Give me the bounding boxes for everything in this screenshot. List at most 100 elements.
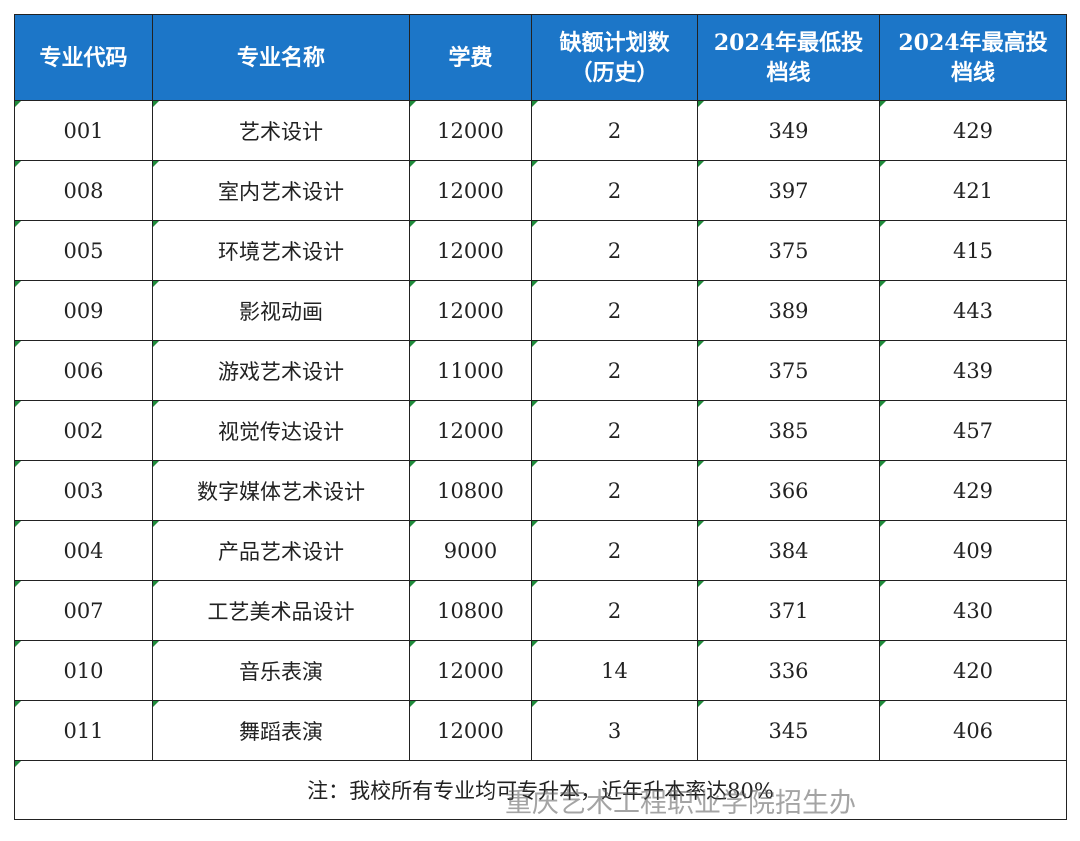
table-cell: 2 bbox=[531, 280, 698, 341]
table-cell: 010 bbox=[14, 640, 153, 701]
table-row: 009 影视动画 12000 2 389 443 bbox=[14, 280, 1067, 341]
table-cell: 2 bbox=[531, 520, 698, 581]
table-cell: 430 bbox=[879, 580, 1067, 641]
table-cell: 3 bbox=[531, 700, 698, 761]
table-cell: 12000 bbox=[409, 280, 532, 341]
table-cell: 工艺美术品设计 bbox=[152, 580, 410, 641]
table-cell: 443 bbox=[879, 280, 1067, 341]
table-cell: 371 bbox=[697, 580, 880, 641]
table-cell: 环境艺术设计 bbox=[152, 220, 410, 281]
header-row: 专业代码 专业名称 学费 缺额计划数 （历史） 2024年最低投 档线 2024年最高投 档线 bbox=[14, 14, 1067, 101]
table-row: 005 环境艺术设计 12000 2 375 415 bbox=[14, 220, 1067, 281]
table-cell: 12000 bbox=[409, 700, 532, 761]
table-cell: 产品艺术设计 bbox=[152, 520, 410, 581]
table-cell: 2 bbox=[531, 460, 698, 521]
table-cell: 艺术设计 bbox=[152, 100, 410, 161]
table-cell: 420 bbox=[879, 640, 1067, 701]
table-cell: 数字媒体艺术设计 bbox=[152, 460, 410, 521]
table-cell: 389 bbox=[697, 280, 880, 341]
table-cell: 409 bbox=[879, 520, 1067, 581]
header-cell: 缺额计划数 （历史） bbox=[531, 14, 698, 101]
table-body: 001 艺术设计 12000 2 349 429 008 室内艺术设计 12000 2 397 421… bbox=[14, 100, 1067, 820]
table-cell: 007 bbox=[14, 580, 153, 641]
table-row: 011 舞蹈表演 12000 3 345 406 bbox=[14, 700, 1067, 761]
table-cell: 2 bbox=[531, 160, 698, 221]
table-cell: 音乐表演 bbox=[152, 640, 410, 701]
header-line: 专业名称 bbox=[236, 44, 325, 71]
table-cell: 006 bbox=[14, 340, 153, 401]
header-line: 档线 bbox=[766, 59, 811, 86]
table-row: 007 工艺美术品设计 10800 2 371 430 bbox=[14, 580, 1067, 641]
table-cell: 14 bbox=[531, 640, 698, 701]
header-cell: 专业名称 bbox=[152, 14, 410, 101]
table-cell: 2 bbox=[531, 580, 698, 641]
table-cell: 011 bbox=[14, 700, 153, 761]
admission-table: 专业代码 专业名称 学费 缺额计划数 （历史） 2024年最低投 档线 2024年最高投 档线 … bbox=[14, 14, 1067, 820]
table-cell: 12000 bbox=[409, 160, 532, 221]
table-row: 003 数字媒体艺术设计 10800 2 366 429 bbox=[14, 460, 1067, 521]
header-cell: 学费 bbox=[409, 14, 532, 101]
table-row: 004 产品艺术设计 9000 2 384 409 bbox=[14, 520, 1067, 581]
table-cell: 008 bbox=[14, 160, 153, 221]
note-row: 注：我校所有专业均可专升本，近年升本率达80% bbox=[14, 760, 1067, 820]
table-cell: 2 bbox=[531, 220, 698, 281]
table-cell: 室内艺术设计 bbox=[152, 160, 410, 221]
table-cell: 舞蹈表演 bbox=[152, 700, 410, 761]
header-line: 2024年最高投 bbox=[898, 29, 1048, 56]
table-cell: 视觉传达设计 bbox=[152, 400, 410, 461]
table-cell: 336 bbox=[697, 640, 880, 701]
table-cell: 384 bbox=[697, 520, 880, 581]
table-cell: 457 bbox=[879, 400, 1067, 461]
header-line: 缺额计划数 bbox=[559, 29, 670, 56]
table-cell: 002 bbox=[14, 400, 153, 461]
table-cell: 12000 bbox=[409, 640, 532, 701]
table-cell: 游戏艺术设计 bbox=[152, 340, 410, 401]
header-cell: 专业代码 bbox=[14, 14, 153, 101]
table-cell: 439 bbox=[879, 340, 1067, 401]
header-line: 档线 bbox=[950, 59, 995, 86]
table-row: 008 室内艺术设计 12000 2 397 421 bbox=[14, 160, 1067, 221]
watermark: 重庆艺术工程职业学院招生办 bbox=[505, 788, 856, 819]
table-row: 001 艺术设计 12000 2 349 429 bbox=[14, 100, 1067, 161]
table-cell: 2 bbox=[531, 100, 698, 161]
header-line: 2024年最低投 bbox=[713, 29, 864, 56]
table-cell: 10800 bbox=[409, 460, 532, 521]
table-cell: 345 bbox=[697, 700, 880, 761]
header-cell: 2024年最高投 档线 bbox=[879, 14, 1067, 101]
table-cell: 10800 bbox=[409, 580, 532, 641]
table-header: 专业代码 专业名称 学费 缺额计划数 （历史） 2024年最低投 档线 2024年最高投 档线 bbox=[14, 14, 1067, 101]
table-cell: 375 bbox=[697, 340, 880, 401]
table-cell: 375 bbox=[697, 220, 880, 281]
table-cell: 影视动画 bbox=[152, 280, 410, 341]
table-row: 010 音乐表演 12000 14 336 420 bbox=[14, 640, 1067, 701]
table-cell: 009 bbox=[14, 280, 153, 341]
table-cell: 001 bbox=[14, 100, 153, 161]
table-cell: 11000 bbox=[409, 340, 532, 401]
table-row: 002 视觉传达设计 12000 2 385 457 bbox=[14, 400, 1067, 461]
table-cell: 9000 bbox=[409, 520, 532, 581]
table-cell: 397 bbox=[697, 160, 880, 221]
table-cell: 2 bbox=[531, 340, 698, 401]
table-cell: 421 bbox=[879, 160, 1067, 221]
table-cell: 429 bbox=[879, 460, 1067, 521]
table-cell: 406 bbox=[879, 700, 1067, 761]
table-cell: 004 bbox=[14, 520, 153, 581]
table-cell: 003 bbox=[14, 460, 153, 521]
table-cell: 429 bbox=[879, 100, 1067, 161]
table-cell: 12000 bbox=[409, 400, 532, 461]
table-cell: 2 bbox=[531, 400, 698, 461]
header-line: 专业代码 bbox=[39, 44, 128, 71]
table-row: 006 游戏艺术设计 11000 2 375 439 bbox=[14, 340, 1067, 401]
table-cell: 005 bbox=[14, 220, 153, 281]
table-cell: 415 bbox=[879, 220, 1067, 281]
table-cell: 12000 bbox=[409, 100, 532, 161]
table-cell: 349 bbox=[697, 100, 880, 161]
note: 注：我校所有专业均可专升本，近年升本率达80% bbox=[14, 760, 1067, 820]
table-cell: 385 bbox=[697, 400, 880, 461]
header-line: （历史） bbox=[570, 59, 659, 86]
header-line: 学费 bbox=[448, 44, 493, 71]
table-cell: 366 bbox=[697, 460, 880, 521]
table-cell: 12000 bbox=[409, 220, 532, 281]
header-cell: 2024年最低投 档线 bbox=[697, 14, 880, 101]
